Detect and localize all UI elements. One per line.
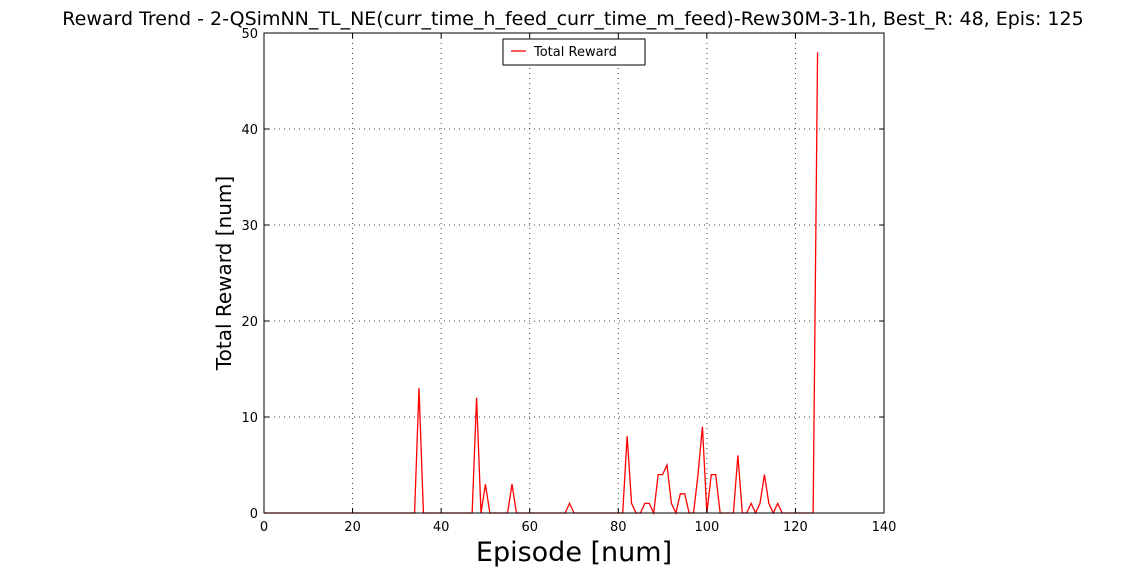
x-tick-label: 60: [521, 520, 538, 535]
plot-area-frame: [263, 32, 885, 514]
y-tick-label: 0: [250, 507, 258, 522]
x-tick-label: 80: [610, 520, 627, 535]
grid-layer: [263, 32, 885, 514]
legend: Total Reward: [502, 38, 646, 66]
x-tick-label: 140: [872, 520, 897, 535]
y-tick-label: 40: [241, 123, 258, 138]
x-tick-label: 20: [344, 520, 361, 535]
tick-layer: 0 20 40 60 80 100 120 140 0 10 20 30 40 50: [241, 27, 896, 535]
legend-box: [502, 38, 646, 66]
chart-title: Reward Trend - 2-QSimNN_TL_NE(curr_time_…: [62, 8, 1083, 30]
x-tick-label: 0: [260, 520, 268, 535]
y-tick-label: 50: [241, 27, 258, 42]
x-axis-label: Episode [num]: [476, 537, 672, 568]
y-tick-label: 10: [241, 411, 258, 426]
x-tick-label: 40: [433, 520, 450, 535]
legend-label-total-reward: Total Reward: [533, 45, 617, 60]
y-axis-label: Total Reward [num]: [212, 176, 236, 371]
series-layer: [264, 52, 819, 516]
series-line-total-reward: [264, 52, 819, 516]
x-tick-label: 100: [694, 520, 719, 535]
x-tick-label: 120: [783, 520, 808, 535]
y-tick-label: 30: [241, 219, 258, 234]
y-tick-label: 20: [241, 315, 258, 330]
